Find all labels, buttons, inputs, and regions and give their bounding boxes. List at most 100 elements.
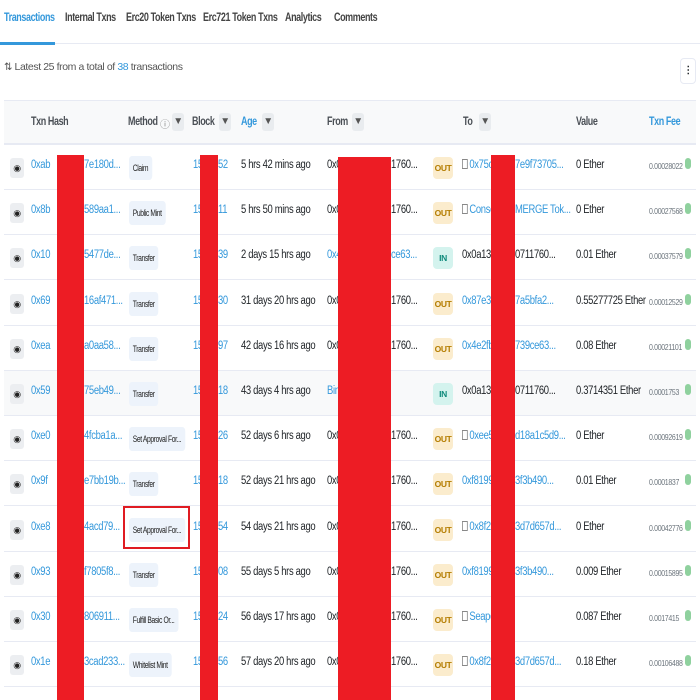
to-address[interactable]: 0x87e35 [462, 294, 496, 307]
from-address[interactable]: ce63... [391, 249, 418, 262]
block-link[interactable]: 56 [218, 656, 228, 669]
from-filter-icon[interactable]: ▼ [352, 113, 364, 131]
txn-hash-link[interactable]: 16af471... [84, 294, 123, 307]
eye-icon[interactable]: ◉ [10, 248, 24, 269]
gas-icon[interactable] [685, 429, 691, 441]
to-address[interactable]: Seapo [469, 611, 496, 623]
gas-icon[interactable] [685, 293, 691, 305]
txn-hash-link[interactable]: 5477de... [84, 249, 121, 262]
block-link[interactable]: 26 [218, 430, 228, 443]
total-count-link[interactable]: 38 [117, 61, 129, 73]
to-address[interactable]: 0xee5 [469, 430, 494, 443]
txn-hash-link[interactable]: f7805f8... [84, 565, 121, 578]
block-link[interactable]: 39 [218, 249, 228, 262]
gas-icon[interactable] [685, 338, 691, 350]
tab-transactions[interactable]: Transactions [4, 12, 55, 24]
eye-icon[interactable]: ◉ [10, 610, 24, 630]
from-address[interactable]: Bin [327, 385, 340, 397]
eye-icon[interactable]: ◉ [10, 293, 24, 314]
more-options-button[interactable]: ⋮ [680, 58, 696, 84]
to-address[interactable]: 0x8f2c [469, 656, 496, 669]
gas-icon[interactable] [685, 248, 691, 260]
block-link[interactable]: 15 [193, 159, 203, 171]
to-address[interactable]: Conse [469, 204, 496, 217]
to-address[interactable]: 0xf8199 [462, 565, 494, 578]
tab-analytics[interactable]: Analytics [285, 12, 322, 24]
block-link[interactable]: 15 [193, 520, 203, 533]
txn-hash-link[interactable]: 0x30 [31, 611, 51, 623]
block-link[interactable]: 15 [193, 339, 203, 352]
to-address[interactable]: 0xf8199 [462, 475, 494, 488]
to-address[interactable]: 739ce63... [515, 339, 556, 352]
block-link[interactable]: 18 [218, 385, 228, 397]
txn-hash-link[interactable]: 75eb49... [84, 385, 121, 397]
eye-icon[interactable]: ◉ [10, 338, 24, 359]
txn-hash-link[interactable]: 0x9f [31, 475, 48, 488]
col-age[interactable]: Age [241, 116, 257, 128]
block-filter-icon[interactable]: ▼ [219, 113, 231, 131]
txn-hash-link[interactable]: 806911... [84, 611, 120, 623]
block-link[interactable]: 15 [193, 611, 203, 623]
gas-icon[interactable] [685, 158, 691, 169]
gas-icon[interactable] [685, 203, 691, 215]
to-address[interactable]: 3d7d657d... [515, 520, 562, 533]
block-link[interactable]: 15 [193, 565, 203, 578]
txn-hash-link[interactable]: 0xea [31, 339, 51, 352]
tab-erc721-token-txns[interactable]: Erc721 Token Txns [203, 12, 278, 24]
txn-hash-link[interactable]: 589aa1... [84, 204, 121, 217]
eye-icon[interactable]: ◉ [10, 519, 24, 540]
eye-icon[interactable]: ◉ [10, 429, 24, 450]
from-address[interactable]: 0x4 [327, 249, 342, 262]
block-link[interactable]: 15 [193, 204, 203, 217]
to-address[interactable]: MERGE Tok... [515, 204, 571, 217]
txn-hash-link[interactable]: 0xe0 [31, 430, 51, 443]
gas-icon[interactable] [685, 564, 691, 576]
eye-icon[interactable]: ◉ [10, 158, 24, 178]
txn-hash-link[interactable]: 3cad233... [84, 656, 125, 669]
to-address[interactable]: 3f3b490... [515, 475, 554, 488]
to-address[interactable]: 0x4e2fba [462, 339, 499, 352]
info-icon[interactable]: ⓘ [160, 120, 170, 131]
to-address[interactable]: 3d7d657d... [515, 656, 562, 669]
txn-hash-link[interactable]: 4acd79... [84, 520, 120, 533]
txn-hash-link[interactable]: 0x69 [31, 294, 51, 307]
method-filter-icon[interactable]: ▼ [172, 113, 184, 131]
txn-hash-link[interactable]: 0x10 [31, 249, 51, 262]
eye-icon[interactable]: ◉ [10, 564, 24, 585]
txn-hash-link[interactable]: 0x59 [31, 385, 51, 397]
eye-icon[interactable]: ◉ [10, 203, 24, 224]
to-filter-icon[interactable]: ▼ [479, 113, 491, 131]
gas-icon[interactable] [685, 610, 691, 621]
block-link[interactable]: 54 [218, 520, 228, 533]
txn-hash-link[interactable]: 0x1e [31, 656, 51, 669]
block-link[interactable]: 24 [218, 611, 228, 623]
txn-hash-link[interactable]: 0x8b [31, 204, 51, 217]
block-link[interactable]: 15 [193, 249, 203, 262]
txn-hash-link[interactable]: 7e180d... [84, 159, 121, 171]
txn-hash-link[interactable]: 0xe8 [31, 520, 51, 533]
block-link[interactable]: 15 [193, 385, 203, 397]
block-link[interactable]: 18 [218, 475, 228, 488]
block-link[interactable]: 15 [193, 294, 203, 307]
to-address[interactable]: 7a5bfa2... [515, 294, 554, 307]
eye-icon[interactable]: ◉ [10, 655, 24, 676]
txn-hash-link[interactable]: a0aa58... [84, 339, 121, 352]
eye-icon[interactable]: ◉ [10, 384, 24, 404]
block-link[interactable]: 15 [193, 475, 203, 488]
gas-icon[interactable] [685, 655, 691, 667]
to-address[interactable]: 0x8f2c [469, 520, 496, 533]
block-link[interactable]: 97 [218, 339, 228, 352]
age-filter-icon[interactable]: ▼ [262, 113, 274, 131]
tab-erc20-token-txns[interactable]: Erc20 Token Txns [126, 12, 196, 24]
block-link[interactable]: 52 [218, 159, 228, 171]
block-link[interactable]: 15 [193, 430, 203, 443]
gas-icon[interactable] [685, 519, 691, 531]
col-txn-fee[interactable]: Txn Fee [649, 116, 681, 128]
block-link[interactable]: 30 [218, 294, 228, 307]
txn-hash-link[interactable]: e7bb19b... [84, 475, 126, 488]
gas-icon[interactable] [685, 384, 691, 395]
block-link[interactable]: 08 [218, 565, 228, 578]
to-address[interactable]: d18a1c5d9... [515, 430, 566, 443]
to-address[interactable]: 0x75c [469, 159, 493, 171]
tab-comments[interactable]: Comments [334, 12, 378, 24]
